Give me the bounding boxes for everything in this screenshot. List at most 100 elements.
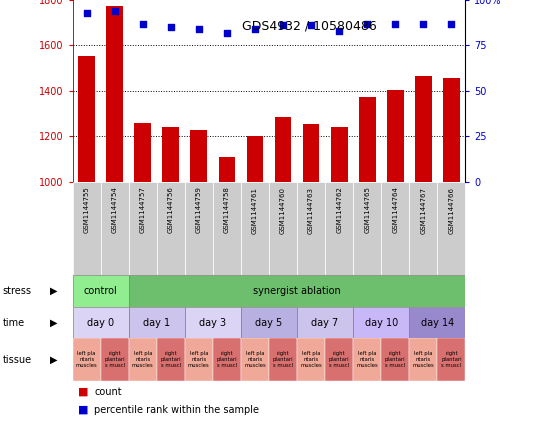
Text: percentile rank within the sample: percentile rank within the sample bbox=[94, 405, 259, 415]
Bar bbox=[213, 338, 241, 381]
Point bbox=[82, 9, 91, 16]
Text: right
plantari
s muscl: right plantari s muscl bbox=[385, 351, 406, 368]
Text: GSM1144763: GSM1144763 bbox=[308, 187, 314, 233]
Text: ▶: ▶ bbox=[50, 318, 58, 327]
Bar bbox=[269, 338, 297, 381]
Bar bbox=[437, 182, 465, 275]
Point bbox=[223, 29, 231, 36]
Bar bbox=[241, 338, 269, 381]
Bar bbox=[218, 157, 235, 182]
Text: left pla
ntaris
muscles: left pla ntaris muscles bbox=[244, 351, 266, 368]
Bar bbox=[213, 182, 241, 275]
Text: right
plantari
s muscl: right plantari s muscl bbox=[104, 351, 125, 368]
Bar bbox=[101, 338, 129, 381]
Text: left pla
ntaris
muscles: left pla ntaris muscles bbox=[76, 351, 97, 368]
Point bbox=[167, 24, 175, 31]
Bar bbox=[409, 307, 465, 338]
Text: GSM1144766: GSM1144766 bbox=[448, 187, 455, 233]
Text: ■: ■ bbox=[78, 387, 89, 397]
Bar bbox=[185, 182, 213, 275]
Text: GDS4932 / 10580486: GDS4932 / 10580486 bbox=[242, 19, 377, 32]
Bar bbox=[101, 182, 129, 275]
Point bbox=[251, 26, 259, 33]
Bar bbox=[246, 136, 264, 182]
Bar bbox=[381, 338, 409, 381]
Text: day 1: day 1 bbox=[143, 318, 171, 327]
Bar bbox=[241, 182, 269, 275]
Point bbox=[307, 22, 315, 29]
Text: tissue: tissue bbox=[3, 354, 32, 365]
Point bbox=[363, 20, 371, 27]
Bar bbox=[415, 76, 431, 182]
Bar bbox=[297, 338, 325, 381]
Bar bbox=[73, 307, 129, 338]
Bar bbox=[443, 78, 460, 182]
Text: ▶: ▶ bbox=[50, 354, 58, 365]
Text: GSM1144757: GSM1144757 bbox=[140, 187, 146, 233]
Bar bbox=[297, 182, 325, 275]
Point bbox=[110, 8, 119, 14]
Text: GSM1144761: GSM1144761 bbox=[252, 187, 258, 233]
Text: GSM1144762: GSM1144762 bbox=[336, 187, 342, 233]
Text: left pla
ntaris
muscles: left pla ntaris muscles bbox=[188, 351, 210, 368]
Bar bbox=[129, 307, 185, 338]
Bar bbox=[73, 275, 129, 307]
Bar bbox=[269, 182, 297, 275]
Text: left pla
ntaris
muscles: left pla ntaris muscles bbox=[356, 351, 378, 368]
Text: left pla
ntaris
muscles: left pla ntaris muscles bbox=[132, 351, 154, 368]
Bar bbox=[134, 123, 151, 182]
Bar bbox=[353, 182, 381, 275]
Text: GSM1144759: GSM1144759 bbox=[196, 187, 202, 233]
Bar bbox=[381, 182, 409, 275]
Point bbox=[279, 22, 287, 29]
Bar bbox=[185, 307, 241, 338]
Bar bbox=[409, 182, 437, 275]
Bar bbox=[162, 127, 179, 182]
Text: control: control bbox=[84, 286, 118, 296]
Bar bbox=[129, 338, 157, 381]
Text: day 0: day 0 bbox=[87, 318, 114, 327]
Text: day 10: day 10 bbox=[365, 318, 398, 327]
Bar bbox=[78, 56, 95, 182]
Bar bbox=[303, 124, 320, 182]
Point bbox=[447, 20, 456, 27]
Text: GSM1144755: GSM1144755 bbox=[83, 187, 90, 233]
Bar bbox=[73, 338, 101, 381]
Bar bbox=[190, 130, 207, 182]
Bar bbox=[409, 338, 437, 381]
Text: left pla
ntaris
muscles: left pla ntaris muscles bbox=[413, 351, 434, 368]
Text: day 5: day 5 bbox=[256, 318, 282, 327]
Text: GSM1144758: GSM1144758 bbox=[224, 187, 230, 233]
Bar bbox=[274, 117, 292, 182]
Point bbox=[195, 26, 203, 33]
Bar bbox=[73, 182, 101, 275]
Text: count: count bbox=[94, 387, 122, 397]
Text: synergist ablation: synergist ablation bbox=[253, 286, 341, 296]
Text: day 3: day 3 bbox=[200, 318, 226, 327]
Text: day 14: day 14 bbox=[421, 318, 454, 327]
Text: right
plantari
s muscl: right plantari s muscl bbox=[217, 351, 237, 368]
Point bbox=[138, 20, 147, 27]
Bar bbox=[129, 182, 157, 275]
Bar bbox=[185, 338, 213, 381]
Text: ▶: ▶ bbox=[50, 286, 58, 296]
Bar bbox=[437, 338, 465, 381]
Text: GSM1144767: GSM1144767 bbox=[420, 187, 426, 233]
Text: stress: stress bbox=[3, 286, 32, 296]
Bar bbox=[331, 127, 348, 182]
Text: right
plantari
s muscl: right plantari s muscl bbox=[441, 351, 462, 368]
Point bbox=[419, 20, 428, 27]
Text: GSM1144760: GSM1144760 bbox=[280, 187, 286, 233]
Bar bbox=[107, 5, 123, 182]
Bar bbox=[325, 182, 353, 275]
Text: GSM1144765: GSM1144765 bbox=[364, 187, 370, 233]
Point bbox=[335, 27, 343, 34]
Bar bbox=[157, 182, 185, 275]
Bar bbox=[297, 307, 353, 338]
Point bbox=[391, 20, 400, 27]
Text: GSM1144756: GSM1144756 bbox=[168, 187, 174, 233]
Text: GSM1144764: GSM1144764 bbox=[392, 187, 398, 233]
Bar bbox=[387, 90, 404, 182]
Bar bbox=[353, 307, 409, 338]
Text: right
plantari
s muscl: right plantari s muscl bbox=[273, 351, 293, 368]
